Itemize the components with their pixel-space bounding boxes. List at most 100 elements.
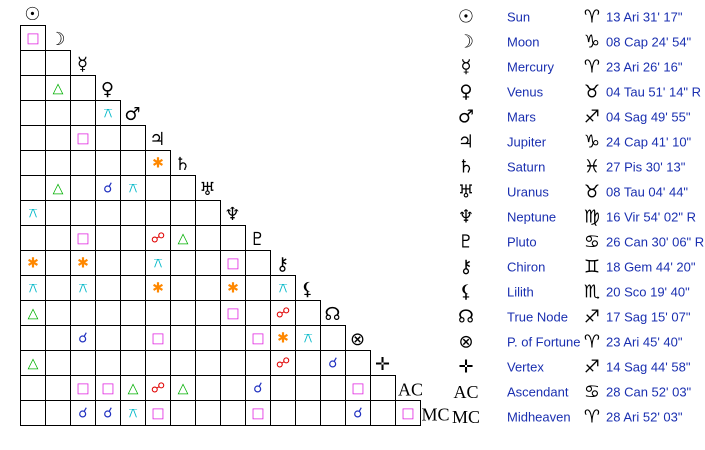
aspect-symbol: △ bbox=[28, 306, 39, 322]
grid-cell bbox=[295, 375, 321, 401]
planet-name: Mars bbox=[507, 110, 536, 125]
diagonal-glyph: ♅ bbox=[199, 179, 215, 200]
planet-name: Ascendant bbox=[507, 385, 569, 400]
grid-cell bbox=[70, 200, 96, 226]
grid-cell bbox=[145, 375, 171, 401]
grid-cell bbox=[70, 100, 96, 126]
grid-cell bbox=[95, 125, 121, 151]
aspect-symbol: ☌ bbox=[78, 406, 87, 422]
aspect-symbol: ⚻ bbox=[128, 406, 137, 422]
diagonal-glyph: ☽ bbox=[49, 29, 65, 50]
grid-cell bbox=[20, 400, 46, 426]
aspect-symbol: ⚻ bbox=[103, 106, 112, 122]
grid-cell bbox=[20, 175, 46, 201]
grid-cell bbox=[20, 375, 46, 401]
aspect-symbol: □ bbox=[76, 381, 89, 397]
diagonal-glyph: AC bbox=[398, 380, 423, 400]
grid-cell bbox=[245, 350, 271, 376]
aspect-symbol: ☌ bbox=[103, 406, 112, 422]
grid-cell bbox=[170, 175, 196, 201]
aspect-symbol: ⚻ bbox=[28, 281, 37, 297]
grid-cell bbox=[45, 225, 71, 251]
grid-cell bbox=[270, 350, 296, 376]
legend-glyph: MC bbox=[452, 407, 480, 427]
aspect-symbol: □ bbox=[226, 306, 239, 322]
aspect-symbol: □ bbox=[76, 131, 89, 147]
planet-position: 28 Can 52' 03" bbox=[606, 385, 692, 400]
sign-glyph: ♓ bbox=[584, 157, 600, 178]
legend-glyph: ☊ bbox=[458, 307, 474, 328]
aspect-symbol: □ bbox=[151, 331, 164, 347]
sign-glyph: ♈ bbox=[584, 407, 600, 428]
grid-cell bbox=[195, 325, 221, 351]
legend-glyph: ♄ bbox=[458, 157, 474, 178]
grid-cell bbox=[45, 150, 71, 176]
grid-cell bbox=[195, 250, 221, 276]
grid-cell bbox=[170, 225, 196, 251]
grid-cell bbox=[170, 275, 196, 301]
aspect-symbol: △ bbox=[53, 81, 64, 97]
grid-cell bbox=[395, 400, 421, 426]
grid-cell bbox=[245, 275, 271, 301]
legend-glyph: AC bbox=[453, 382, 478, 402]
diagonal-glyph: ♀ bbox=[101, 79, 114, 100]
grid-cell bbox=[70, 350, 96, 376]
planet-position: 23 Ari 45' 40" bbox=[606, 335, 683, 350]
grid-cell bbox=[370, 375, 396, 401]
planet-name: Neptune bbox=[507, 210, 556, 225]
aspect-symbol: △ bbox=[178, 231, 189, 247]
grid-cell bbox=[145, 200, 171, 226]
sign-glyph: ♈ bbox=[584, 332, 600, 353]
planet-position: 18 Gem 44' 20" bbox=[606, 260, 696, 275]
grid-cell bbox=[95, 350, 121, 376]
grid-cell bbox=[170, 200, 196, 226]
grid-cell bbox=[220, 250, 246, 276]
planet-position: 16 Vir 54' 02" R bbox=[606, 210, 696, 225]
grid-cell bbox=[120, 300, 146, 326]
grid-cell bbox=[120, 275, 146, 301]
aspect-symbol: □ bbox=[401, 406, 414, 422]
aspect-symbol: ✱ bbox=[77, 256, 89, 272]
aspect-symbol: □ bbox=[251, 331, 264, 347]
aspect-symbol: ☍ bbox=[276, 306, 290, 322]
legend-glyph: ♀ bbox=[459, 82, 472, 103]
sign-glyph: ♈ bbox=[584, 57, 600, 78]
grid-cell bbox=[195, 375, 221, 401]
grid-cell bbox=[95, 225, 121, 251]
grid-cell bbox=[170, 325, 196, 351]
planet-name: Mercury bbox=[507, 60, 554, 75]
grid-cell bbox=[295, 400, 321, 426]
sign-glyph: ♐ bbox=[584, 357, 600, 378]
legend-glyph: ☿ bbox=[460, 57, 471, 78]
grid-cell bbox=[170, 350, 196, 376]
grid-cell bbox=[70, 75, 96, 101]
grid-cell bbox=[20, 225, 46, 251]
diagonal-glyph: ♇ bbox=[249, 229, 265, 250]
planet-name: Sun bbox=[507, 10, 530, 25]
diagonal-glyph: ☿ bbox=[77, 54, 88, 75]
grid-cell bbox=[45, 50, 71, 76]
grid-cell bbox=[45, 200, 71, 226]
grid-cell bbox=[95, 300, 121, 326]
sign-glyph: ♐ bbox=[584, 307, 600, 328]
legend-glyph: ⊗ bbox=[458, 332, 473, 353]
grid-cell bbox=[220, 325, 246, 351]
grid-cell bbox=[45, 275, 71, 301]
grid-cell bbox=[120, 325, 146, 351]
aspect-symbol: □ bbox=[76, 231, 89, 247]
grid-cell bbox=[195, 225, 221, 251]
aspect-symbol: ✱ bbox=[277, 331, 289, 347]
grid-cell bbox=[370, 400, 396, 426]
diagonal-glyph: ⚸ bbox=[301, 279, 314, 300]
planet-position: 26 Can 30' 06" R bbox=[606, 235, 704, 250]
grid-cell bbox=[120, 400, 146, 426]
aspect-symbol: ⚻ bbox=[78, 281, 87, 297]
aspect-symbol: ⚻ bbox=[28, 206, 37, 222]
grid-cell bbox=[20, 50, 46, 76]
aspect-symbol: ☍ bbox=[151, 231, 165, 247]
grid-cell bbox=[245, 325, 271, 351]
planet-name: Pluto bbox=[507, 235, 537, 250]
planet-name: P. of Fortune bbox=[507, 335, 580, 350]
planet-position: 08 Tau 04' 44" bbox=[606, 185, 688, 200]
planet-position: 23 Ari 26' 16" bbox=[606, 60, 683, 75]
